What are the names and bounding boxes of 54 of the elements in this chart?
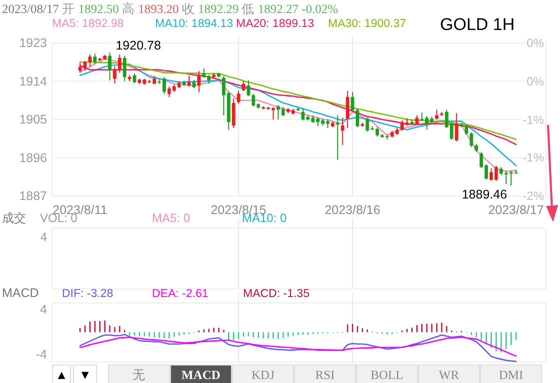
y-tick-label: 1914 bbox=[19, 74, 48, 88]
text: 成交 bbox=[2, 211, 26, 225]
candlestick bbox=[340, 116, 344, 146]
candlestick bbox=[88, 54, 92, 67]
y2-tick-label: -1% bbox=[522, 150, 544, 165]
y-tick-label: 1896 bbox=[19, 150, 48, 165]
tab: MACD bbox=[170, 364, 232, 383]
candlestick bbox=[108, 52, 112, 81]
text: MA20: 1899.13 bbox=[236, 18, 314, 30]
text: MA30: 1900.37 bbox=[328, 18, 406, 30]
annotation: 1889.46 bbox=[462, 188, 508, 202]
button: ▲ bbox=[52, 364, 71, 383]
y2-tick-label: -1% bbox=[522, 112, 544, 127]
text: DEA: -2.61 bbox=[152, 288, 208, 300]
chart-title: MACD bbox=[2, 286, 39, 300]
line-series bbox=[79, 336, 517, 356]
candlestick bbox=[122, 55, 126, 82]
y2-tick-label: 0% bbox=[526, 74, 544, 88]
line-series bbox=[79, 334, 517, 362]
x-tick-label: 2023/8/17 bbox=[488, 203, 544, 217]
candlestick bbox=[336, 114, 340, 160]
candlestick bbox=[246, 80, 250, 97]
y-tick-label: 1905 bbox=[19, 112, 48, 126]
tab: BOLL bbox=[356, 364, 418, 383]
text: DIF: -3.28 bbox=[62, 288, 114, 300]
candlestick bbox=[232, 98, 236, 128]
tab: KDJ bbox=[232, 364, 294, 383]
y-tick-label: 1887 bbox=[19, 189, 48, 203]
x-tick-label: 2023/8/16 bbox=[324, 203, 380, 217]
candlestick bbox=[470, 132, 474, 148]
candlestick bbox=[415, 114, 419, 126]
button: ▼ bbox=[73, 364, 97, 383]
y2-tick-label: 0% bbox=[526, 36, 544, 50]
chart-title: GOLD 1H bbox=[440, 15, 515, 34]
annotation: 1920.78 bbox=[116, 38, 161, 52]
y-tick-label: 4 bbox=[40, 302, 48, 317]
candlestick bbox=[356, 108, 360, 128]
tab: DMI bbox=[480, 364, 542, 383]
candlestick bbox=[197, 70, 201, 93]
candlestick bbox=[83, 60, 87, 72]
tab: RSI bbox=[294, 364, 356, 383]
text: 2023/08/17 开 1892.50 高 1893.20 收 1892.29 低 1892.27 -0.02% bbox=[2, 2, 338, 16]
y-tick-label: -4 bbox=[36, 348, 48, 362]
text: MA5: 0 bbox=[152, 211, 190, 225]
candlestick bbox=[93, 53, 97, 65]
text: MACD: -1.35 bbox=[243, 288, 310, 300]
tab: WR bbox=[418, 364, 480, 383]
tab: 无 bbox=[108, 364, 170, 383]
candlestick bbox=[187, 75, 191, 87]
text: MA5: 1892.98 bbox=[52, 18, 124, 30]
text: MA10: 1894.13 bbox=[155, 18, 234, 30]
y2-tick-label: -2% bbox=[522, 189, 544, 203]
candlestick bbox=[435, 109, 438, 120]
y-tick-label: 1923 bbox=[19, 36, 48, 50]
